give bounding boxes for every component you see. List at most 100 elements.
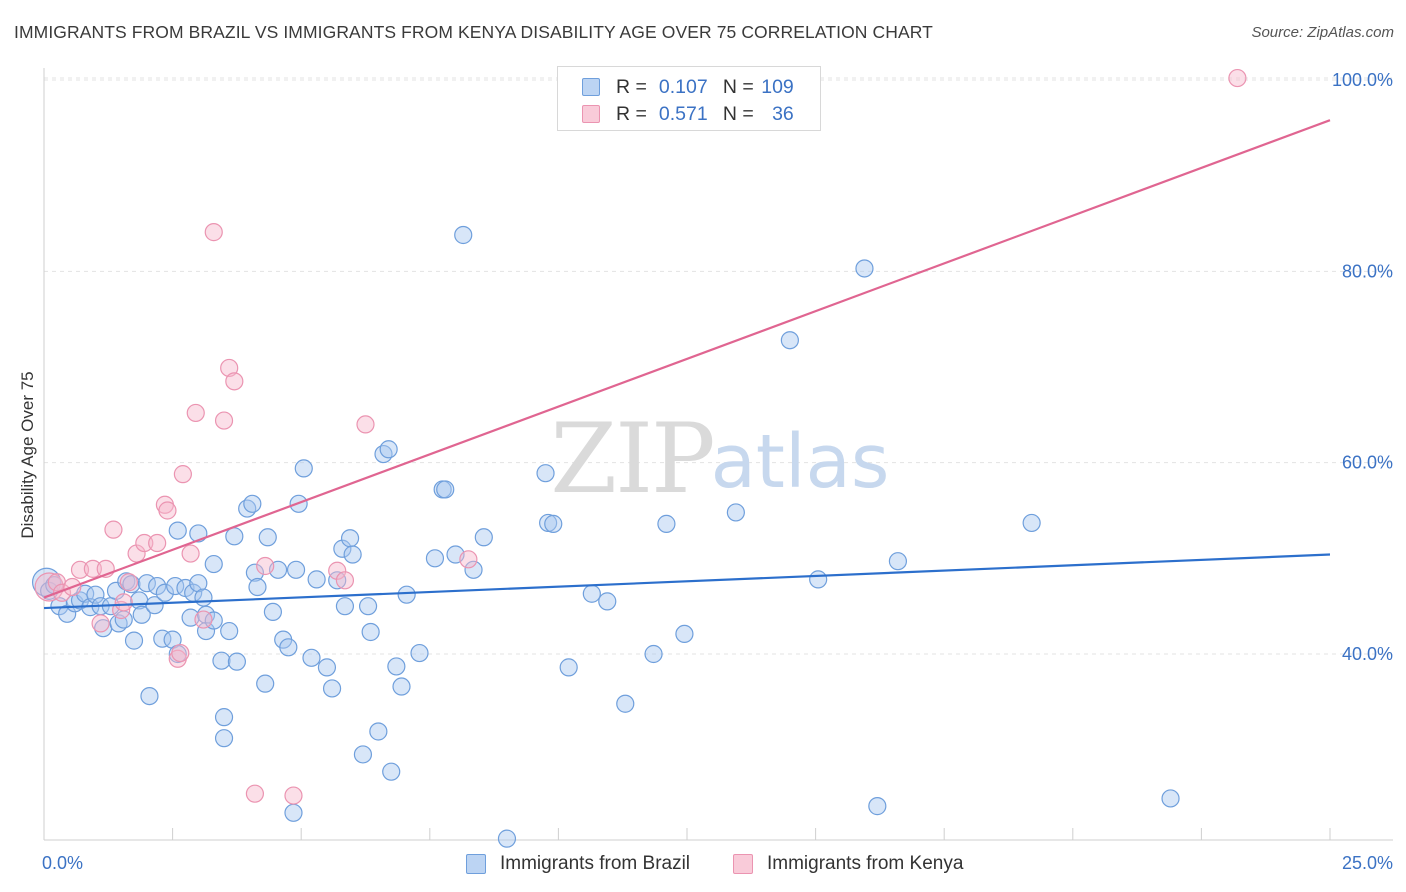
point-brazil: [361, 622, 380, 642]
point-brazil: [302, 648, 321, 667]
point-brazil: [539, 513, 558, 533]
point-brazil: [474, 528, 493, 547]
point-kenya: [148, 533, 167, 553]
point-brazil: [726, 503, 745, 522]
point-kenya: [245, 784, 265, 803]
legend-n-value-kenya: 36: [772, 102, 794, 125]
point-kenya: [459, 550, 478, 569]
y-axis-label: Disability Age Over 75: [18, 371, 37, 539]
point-brazil: [284, 803, 303, 822]
legend-swatch-kenya: [582, 105, 600, 123]
point-kenya: [173, 465, 192, 484]
point-brazil: [536, 464, 555, 483]
point-kenya: [204, 223, 223, 242]
point-brazil: [263, 602, 283, 622]
point-brazil: [868, 797, 887, 816]
legend-n-label: N =: [722, 102, 754, 125]
point-brazil: [598, 592, 617, 611]
point-kenya: [91, 614, 110, 633]
point-kenya: [83, 559, 102, 578]
point-brazil: [204, 554, 223, 574]
point-brazil: [214, 729, 234, 748]
watermark: ZIP atlas: [550, 403, 889, 515]
point-brazil: [137, 574, 156, 593]
x-axis: [43, 828, 1393, 841]
point-brazil: [855, 259, 874, 278]
point-brazil: [243, 494, 262, 513]
point-brazil: [227, 652, 246, 671]
legend-r-value-kenya: 0.571: [658, 102, 708, 125]
y-tick-label-80: 80.0%: [1342, 261, 1393, 281]
point-brazil: [145, 596, 164, 615]
x-tick-label-min: 0.0%: [42, 853, 83, 873]
point-brazil: [358, 597, 378, 616]
point-brazil: [212, 651, 231, 670]
source-label: Source: ZipAtlas.com: [1251, 24, 1394, 41]
point-brazil: [286, 560, 306, 579]
series-kenya-points: [34, 68, 1247, 805]
bottom-legend-swatch-kenya: [733, 854, 753, 874]
point-brazil: [214, 708, 234, 727]
point-brazil: [616, 694, 635, 713]
point-kenya: [119, 573, 138, 592]
watermark-zip: ZIP: [550, 403, 713, 515]
point-brazil: [155, 583, 174, 602]
point-brazil: [86, 585, 105, 604]
point-brazil: [245, 563, 265, 582]
watermark-atlas: atlas: [711, 419, 890, 505]
point-brazil: [1022, 513, 1041, 533]
point-brazil: [780, 331, 799, 350]
point-brazil: [369, 722, 388, 741]
point-brazil: [122, 575, 141, 594]
point-brazil: [425, 549, 445, 568]
point-brazil: [379, 440, 398, 459]
bottom-legend-swatch-brazil: [466, 854, 486, 874]
point-brazil: [317, 658, 337, 677]
point-brazil: [559, 658, 578, 677]
point-brazil: [353, 745, 373, 764]
point-kenya: [181, 544, 200, 563]
y-tick-label-100: 100.0%: [1332, 70, 1393, 90]
point-kenya: [171, 643, 190, 663]
point-brazil: [675, 624, 694, 644]
point-brazil: [464, 560, 483, 579]
point-brazil: [410, 643, 429, 663]
point-brazil: [258, 528, 277, 547]
point-brazil: [124, 631, 144, 650]
point-brazil: [194, 588, 213, 607]
point-kenya: [114, 593, 133, 612]
point-brazil: [132, 605, 151, 624]
series-brazil-points: [31, 225, 1180, 848]
point-brazil: [256, 674, 275, 693]
point-brazil: [220, 621, 239, 641]
point-kenya: [104, 520, 123, 539]
bottom-legend-kenya: Immigrants from Kenya: [733, 851, 963, 877]
bottom-legend-label-kenya: Immigrants from Kenya: [767, 853, 964, 874]
y-tick-label-60: 60.0%: [1342, 453, 1393, 473]
point-brazil: [392, 677, 411, 696]
point-brazil: [382, 762, 401, 781]
point-brazil: [657, 514, 676, 533]
point-kenya: [158, 501, 177, 520]
point-brazil: [248, 577, 267, 597]
point-kenya: [356, 415, 375, 434]
point-brazil: [497, 829, 517, 848]
point-kenya: [194, 610, 213, 629]
point-brazil: [397, 585, 416, 604]
legend-n-label: N =: [722, 75, 754, 98]
point-brazil: [544, 514, 563, 533]
point-brazil: [436, 480, 455, 499]
point-brazil: [454, 225, 473, 245]
point-kenya: [186, 403, 205, 423]
point-kenya: [1228, 68, 1247, 88]
point-brazil: [225, 527, 244, 546]
trend-line-brazil: [43, 553, 1331, 610]
point-brazil: [387, 657, 406, 676]
y-tick-label-40: 40.0%: [1342, 644, 1393, 664]
legend-swatch-brazil: [582, 78, 600, 96]
point-brazil: [279, 638, 298, 657]
legend-r-value-brazil: 0.107: [658, 75, 708, 98]
point-kenya: [284, 786, 303, 805]
point-kenya: [214, 411, 234, 430]
